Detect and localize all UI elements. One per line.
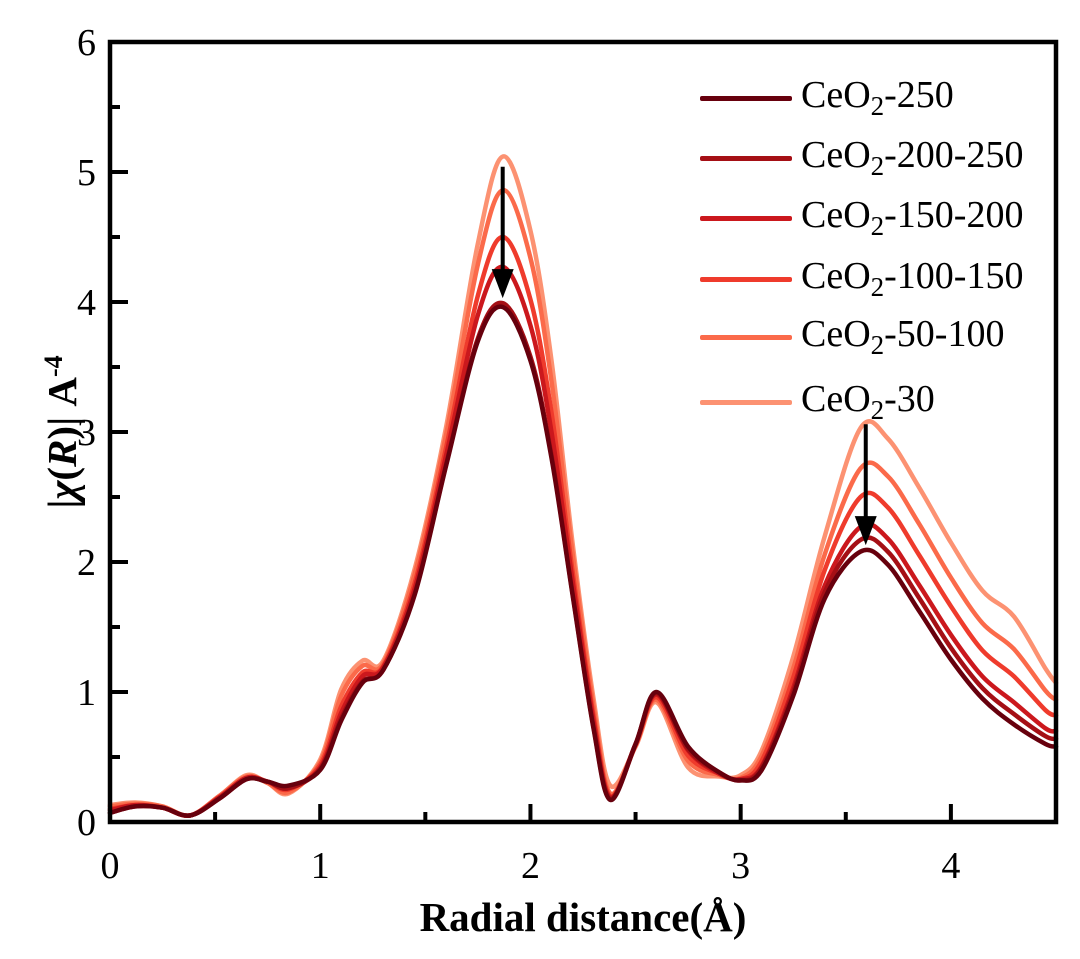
legend-line-swatch xyxy=(700,276,792,282)
x-tick-label-2: 2 xyxy=(521,845,540,887)
legend-label: CeO2-30 xyxy=(801,378,935,425)
legend-line-swatch xyxy=(700,155,792,161)
ylabel-exponent: -4 xyxy=(39,355,68,378)
legend-label: CeO2-50-100 xyxy=(801,313,1005,360)
ylabel-bar-open: | xyxy=(39,499,85,509)
ylabel-r: R xyxy=(39,439,85,467)
legend-item-ceo2-30: CeO2-30 xyxy=(700,376,935,428)
ylabel-paren-open: ( xyxy=(39,466,85,481)
legend-item-ceo2-200-250: CeO2-200-250 xyxy=(700,132,1023,184)
ylabel-paren-close: )| xyxy=(39,416,85,440)
y-tick-label-2: 2 xyxy=(77,542,96,584)
legend-item-ceo2-250: CeO2-250 xyxy=(700,72,954,124)
ylabel-unit: A xyxy=(39,377,85,417)
legend-line-swatch xyxy=(700,215,792,221)
legend-label: CeO2-250 xyxy=(801,74,954,121)
x-tick-label-4: 4 xyxy=(941,845,960,887)
x-axis-label: Radial distance(Å) xyxy=(419,894,747,940)
decrease-arrow-head-1 xyxy=(491,269,514,299)
y-tick-label-1: 1 xyxy=(77,672,96,714)
legend-line-swatch xyxy=(700,334,792,340)
legend-label: CeO2-150-200 xyxy=(801,194,1024,241)
legend-label: CeO2-200-250 xyxy=(801,134,1024,181)
y-tick-label-4: 4 xyxy=(77,282,96,324)
legend-line-swatch xyxy=(700,95,792,101)
curve-ceo2-250 xyxy=(107,304,1059,818)
decrease-arrow-head-2 xyxy=(854,516,877,546)
legend-item-ceo2-100-150: CeO2-100-150 xyxy=(700,253,1023,305)
x-tick-label-0: 0 xyxy=(101,845,120,887)
legend-line-swatch xyxy=(700,399,792,405)
legend-item-ceo2-50-100: CeO2-50-100 xyxy=(700,311,1004,363)
ylabel-chi: χ xyxy=(39,480,85,500)
x-tick-label-3: 3 xyxy=(731,845,750,887)
legend-item-ceo2-150-200: CeO2-150-200 xyxy=(700,192,1023,244)
y-tick-label-3: 3 xyxy=(77,412,96,454)
curve-ceo2-50-100 xyxy=(107,187,1059,818)
y-tick-label-6: 6 xyxy=(77,22,96,64)
x-tick-label-1: 1 xyxy=(311,845,330,887)
y-tick-label-5: 5 xyxy=(77,152,96,194)
y-tick-label-0: 0 xyxy=(77,802,96,844)
y-axis-label: |χ(R)| A-4 xyxy=(38,272,86,592)
legend-label: CeO2-100-150 xyxy=(801,255,1024,302)
